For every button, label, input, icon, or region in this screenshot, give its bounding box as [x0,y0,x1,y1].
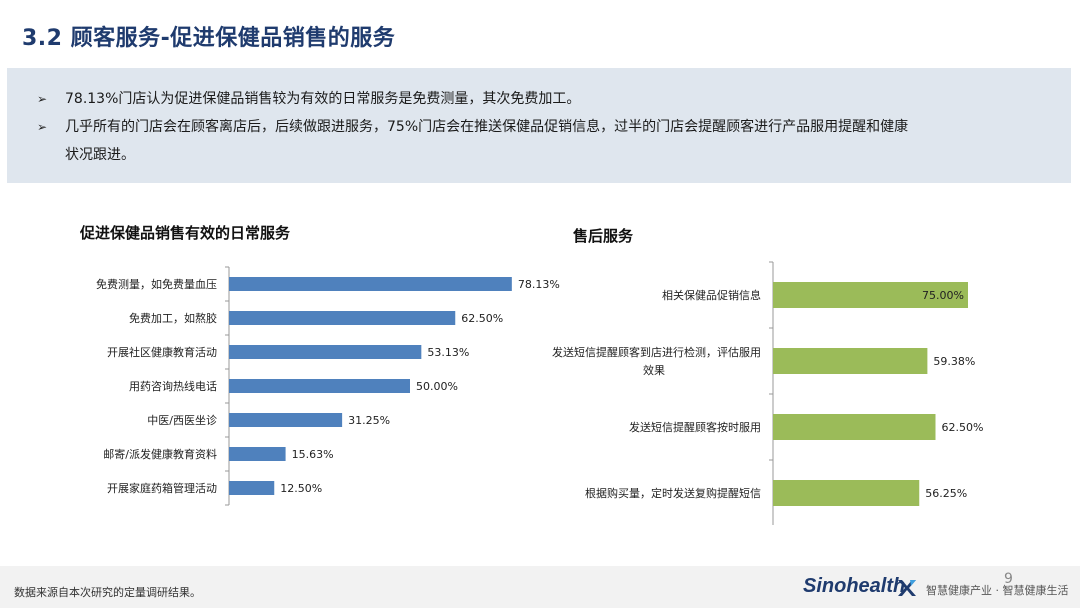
data-label: 31.25% [348,414,390,427]
bar [773,480,920,506]
bullet-arrow-icon: ➢ [37,120,48,134]
bullet-arrow-icon: ➢ [37,92,48,106]
data-label: 78.13% [518,278,560,291]
footer: 数据来源自本次研究的定量调研结果。 Sinohealth 智慧健康产业 · 智慧… [0,566,1080,608]
bar [229,481,275,495]
data-label: 53.13% [427,346,469,359]
bullet-text: 几乎所有的门店会在顾客离店后，后续做跟进服务，75%门店会在推送保健品促销信息，… [65,119,909,135]
chart-daily-services: 免费测量，如免费量血压 78.13% 免费加工，如熬胶 62.50% 开展社区健康教育活… [96,266,560,506]
bar [229,379,410,393]
bar [229,345,422,359]
data-label: 15.63% [292,448,334,461]
footer-tagline: 智慧健康产业 · 智慧健康生活 [926,584,1069,597]
data-label: 12.50% [280,482,322,495]
category-label: 免费加工，如熬胶 [129,311,217,325]
category-label: 相关保健品促销信息 [662,288,761,302]
bar [229,413,343,427]
category-label: 免费测量，如免费量血压 [96,277,217,291]
category-label: 发送短信提醒顾客到店进行检测，评估服用效果 [552,345,761,377]
bar [229,311,456,325]
category-label: 中医/西医坐诊 [147,413,217,427]
data-label: 59.38% [933,355,975,368]
chart-title-daily-services: 促进保健品销售有效的日常服务 [80,224,291,242]
chart-title-after-sales: 售后服务 [573,227,634,245]
page-number: 9 [1004,571,1013,587]
page-title: 3.2 顾客服务-促进保健品销售的服务 [22,26,396,51]
data-source-note: 数据来源自本次研究的定量调研结果。 [14,586,201,599]
data-label: 62.50% [461,312,503,325]
bar [773,414,936,440]
summary-box: ➢ 78.13%门店认为促进保健品销售较为有效的日常服务是免费测量，其次免费加工… [7,68,1071,183]
bullet-text-continuation: 状况跟进。 [65,147,135,163]
data-label: 75.00% [922,289,964,302]
bar [773,348,928,374]
data-label: 56.25% [925,487,967,500]
category-label: 开展社区健康教育活动 [107,345,217,359]
category-label: 用药咨询热线电话 [129,379,217,393]
category-label: 开展家庭药箱管理活动 [107,481,217,495]
category-label: 根据购买量，定时发送复购提醒短信 [585,486,761,500]
bar [229,277,512,291]
data-label: 50.00% [416,380,458,393]
chart-after-sales: 相关保健品促销信息 75.00% 发送短信提醒顾客到店进行检测，评估服用效果 59.3… [552,261,984,525]
sinohealth-x-mark-icon [898,580,916,596]
sinohealth-logo: Sinohealth [803,575,906,597]
bar [773,282,968,308]
bar [229,447,286,461]
data-label: 62.50% [942,421,984,434]
bullet-text: 78.13%门店认为促进保健品销售较为有效的日常服务是免费测量，其次免费加工。 [65,91,581,107]
category-label: 邮寄/派发健康教育资料 [103,447,217,461]
category-label: 发送短信提醒顾客按时服用 [629,420,761,434]
